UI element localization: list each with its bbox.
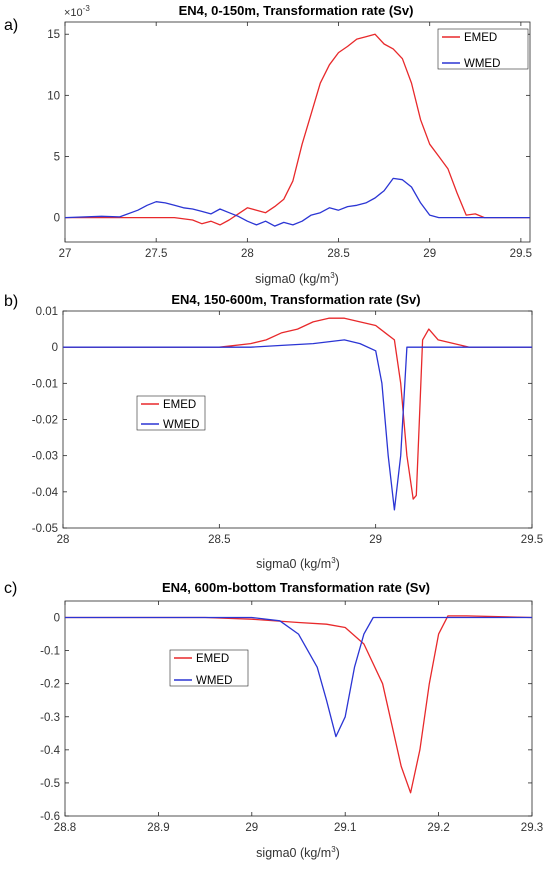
x-tick-label: 28.5	[327, 248, 349, 260]
legend-entry: EMED	[196, 653, 229, 665]
y-tick-label: -0.03	[32, 451, 58, 463]
panel-b: b) EN4, 150-600m, Transformation rate (S…	[4, 292, 543, 571]
plot-area	[62, 310, 533, 529]
x-tick-label: 27.5	[145, 248, 167, 260]
y-tick-label: 0	[52, 342, 58, 354]
x-tick-label: 29	[369, 534, 382, 546]
y-tick-label: -0.02	[32, 415, 58, 427]
series-line-emed	[63, 317, 532, 500]
chart-title: EN4, 600m-bottom Transformation rate (Sv…	[162, 580, 430, 595]
legend-entry: EMED	[464, 32, 497, 44]
y-tick-label: 5	[54, 151, 60, 163]
axes: 27 27.5 28 28.5 29 29.5 0 5 10 15	[47, 22, 532, 260]
legend: EMED WMED	[169, 649, 249, 687]
y-tick-label: 0	[54, 613, 60, 625]
y-tick-label: -0.01	[32, 378, 58, 390]
y-tick-label: -0.2	[40, 679, 60, 691]
exponent-label: ×10-3	[64, 4, 90, 19]
axes: 28 28.5 29 29.5 0.01 0 -0.01 -0.02 -0.03 -0.04 -0.…	[32, 306, 543, 546]
series-line-wmed	[63, 339, 532, 511]
y-tick-label: 10	[47, 90, 60, 102]
x-tick-label: 29.5	[521, 534, 543, 546]
y-tick-label: -0.1	[40, 646, 60, 658]
y-tick-label: 0.01	[36, 306, 58, 318]
x-tick-label: 29.2	[427, 822, 449, 834]
y-tick-label: -0.3	[40, 712, 60, 724]
chart-title: EN4, 0-150m, Transformation rate (Sv)	[179, 3, 414, 18]
x-tick-label: 28.8	[54, 822, 76, 834]
x-tick-label: 29	[423, 248, 436, 260]
y-tick-label: -0.04	[32, 487, 59, 499]
axes: 28.8 28.9 29 29.1 29.2 29.3 0 -0.1 -0.2 -0.3 -0.4 -…	[40, 601, 543, 834]
x-tick-label: 29.3	[521, 822, 543, 834]
series-lines	[63, 317, 532, 511]
legend-box	[136, 395, 206, 431]
y-tick-label: 15	[47, 29, 60, 41]
series-line-wmed	[64, 177, 530, 227]
x-tick-label: 28	[57, 534, 70, 546]
series-lines	[65, 615, 533, 794]
plot-area	[64, 600, 533, 817]
y-tick-label: -0.5	[40, 778, 60, 790]
series-lines	[64, 33, 530, 227]
legend-entry: WMED	[163, 419, 199, 431]
x-tick-label: 29	[245, 822, 258, 834]
legend-entry: EMED	[163, 399, 196, 411]
panel-a: a) EN4, 0-150m, Transformation rate (Sv)…	[4, 3, 532, 286]
series-line-emed	[65, 33, 530, 226]
legend: EMED WMED	[136, 395, 206, 431]
legend-entry: WMED	[464, 58, 500, 70]
panel-label: a)	[4, 17, 18, 34]
x-tick-label: 28.9	[147, 822, 169, 834]
x-axis-label: sigma0 (kg/m3)	[255, 271, 339, 286]
x-tick-label: 29.5	[510, 248, 532, 260]
series-line-wmed	[65, 616, 532, 738]
panel-label: c)	[4, 580, 17, 597]
y-tick-label: -0.4	[40, 745, 60, 757]
x-axis-label: sigma0 (kg/m3)	[256, 556, 340, 571]
panel-label: b)	[4, 293, 18, 310]
legend: EMED WMED	[437, 28, 529, 70]
x-tick-label: 27	[59, 248, 72, 260]
panel-c: c) EN4, 600m-bottom Transformation rate …	[4, 580, 543, 860]
y-tick-label: -0.6	[40, 811, 60, 823]
y-tick-label: 0	[54, 213, 60, 225]
x-axis-label: sigma0 (kg/m3)	[256, 845, 340, 860]
x-tick-label: 29.1	[334, 822, 356, 834]
x-tick-label: 28.5	[208, 534, 230, 546]
y-tick-label: -0.05	[32, 523, 58, 535]
x-tick-label: 28	[241, 248, 254, 260]
chart-title: EN4, 150-600m, Transformation rate (Sv)	[171, 292, 420, 307]
legend-entry: WMED	[196, 675, 232, 687]
